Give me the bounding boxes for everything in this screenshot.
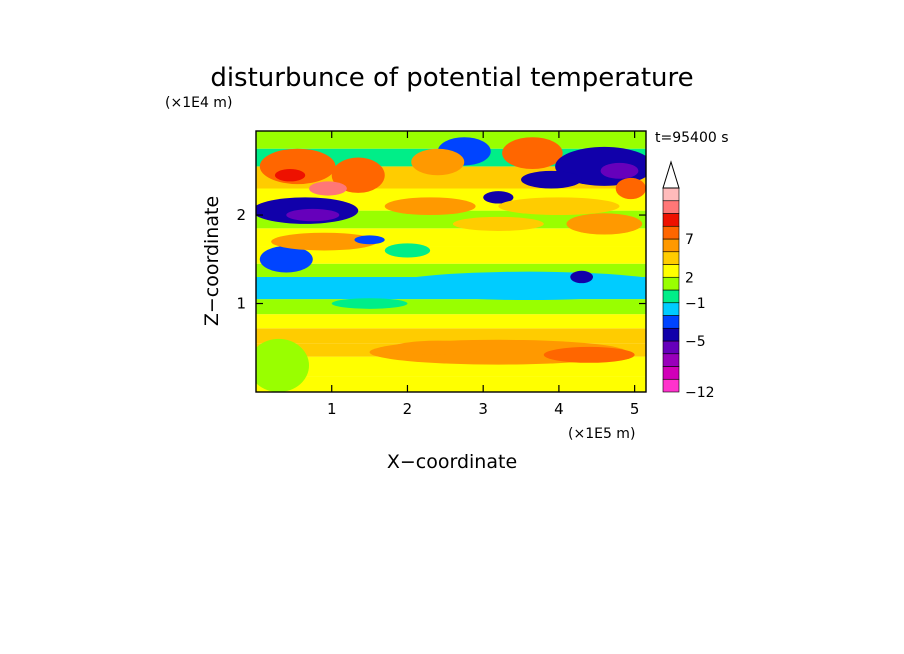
field-feature-12: [331, 157, 385, 193]
x-tick-label-3: 4: [554, 400, 564, 418]
field-feature-19: [521, 170, 582, 189]
field-feature-9: [271, 232, 378, 251]
chart-title: disturbunce of potential temperature: [210, 63, 693, 93]
time-label: t=95400 s: [655, 130, 729, 146]
field-feature-21: [354, 235, 385, 245]
x-axis-unit: (×1E5 m): [568, 426, 635, 442]
field-band-4: [256, 314, 646, 329]
colorbar-band-11: [662, 238, 680, 253]
field-feature-4: [259, 246, 313, 273]
colorbar-band-15: [662, 187, 680, 202]
colorbar-tick-label-3: 2: [685, 270, 694, 286]
y-axis-label: Z−coordinate: [201, 196, 223, 326]
field-feature-6: [570, 270, 593, 284]
colorbar-band-7: [662, 289, 680, 304]
colorbar-band-13: [662, 213, 680, 227]
field-feature-23: [452, 216, 544, 231]
colorbar-band-2: [662, 353, 680, 367]
field-feature-1: [543, 346, 635, 363]
field-feature-27: [256, 338, 310, 392]
field-band-3: [256, 328, 646, 344]
x-tick-label-0: 1: [327, 400, 337, 418]
field-feature-14: [411, 148, 465, 176]
colorbar-band-4: [662, 327, 680, 342]
field-feature-24: [566, 213, 643, 235]
field-feature-16: [483, 191, 514, 204]
field-feature-26: [498, 197, 620, 216]
field-feature-22: [384, 243, 431, 258]
field-feature-5: [331, 298, 408, 309]
field-feature-15: [502, 137, 563, 170]
y-tick-label-1: 2: [236, 206, 246, 224]
colorbar-band-9: [662, 264, 680, 278]
field-feature-11: [274, 169, 306, 182]
x-tick-label-2: 3: [478, 400, 488, 418]
colorbar-tick-label-2: −1: [685, 296, 706, 312]
x-tick-label-1: 2: [403, 400, 413, 418]
colorbar-band-3: [662, 340, 680, 355]
x-tick-label-4: 5: [630, 400, 640, 418]
colorbar-band-6: [662, 302, 680, 316]
field-feature-8: [286, 208, 340, 222]
colorbar-band-12: [662, 225, 680, 240]
colorbar-extension-triangle: [662, 160, 680, 189]
colorbar-tick-label-0: −12: [685, 385, 715, 401]
field-band-0: [256, 376, 646, 392]
field-feature-25: [384, 197, 476, 216]
colorbar-band-5: [662, 315, 680, 329]
field-feature-2: [392, 340, 484, 355]
field-feature-3: [384, 271, 646, 300]
y-axis-ticks: 12: [236, 206, 646, 313]
y-axis-unit: (×1E4 m): [165, 95, 232, 111]
y-tick-label-0: 1: [236, 295, 246, 313]
field-band-5: [256, 299, 646, 315]
colorbar-band-0: [662, 378, 680, 393]
contour-field: [256, 131, 646, 392]
colorbar-tick-label-1: −5: [685, 334, 706, 350]
colorbar-band-1: [662, 366, 680, 380]
plot-frame: [255, 130, 647, 393]
field-feature-28: [309, 181, 347, 196]
field-feature-20: [615, 177, 646, 200]
colorbar-band-8: [662, 276, 680, 291]
x-axis-ticks: 1 2 3 4 5: [327, 131, 639, 418]
colorbar-band-14: [662, 200, 680, 214]
colorbar: −12−5−127: [662, 160, 715, 401]
field-feature-18: [600, 162, 639, 179]
colorbar-tick-label-4: 7: [685, 232, 694, 248]
field-band-8: [256, 246, 646, 264]
colorbar-band-10: [662, 251, 680, 265]
x-axis-label: X−coordinate: [387, 451, 517, 473]
